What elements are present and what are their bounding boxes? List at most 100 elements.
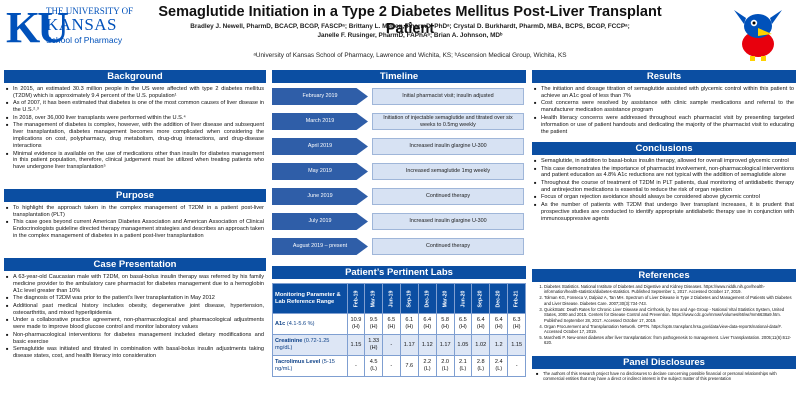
lab-value: 2.0 (L) [435,355,455,377]
timeline-row: July 2019 Increased insulin glargine U-3… [272,213,524,230]
timeline-row: April 2019 Increased insulin glargine U-… [272,138,524,155]
lab-value: - [346,355,366,377]
lab-value: 6.4 (H) [471,313,491,335]
purpose-section: To highlight the approach taken in the c… [6,205,264,241]
lab-value: 1.17 [435,334,455,356]
timeline-date: August 2019 – present [272,238,368,255]
wordmark-line3: School of Pharmacy [46,35,123,45]
case-item: A 63-year-old Caucasian male with T2DM, … [6,274,264,295]
case-presentation-header: Case Presentation [4,258,266,271]
reference-item: QuickStats: Death Rates for Chronic Live… [544,307,794,323]
background-item: Minimal evidence is available on the use… [6,151,264,172]
conclusions-item: Throughout the course of treatment of T2… [534,180,794,194]
background-item: In 2015, an estimated 30.3 million peopl… [6,86,264,100]
lab-value: 4.5 (L) [364,355,383,377]
labs-col-header: Sep-20 [471,283,491,314]
lab-value: 9.5 (H) [364,313,383,335]
labs-table: Monitoring Parameter & Lab Reference Ran… [272,283,526,377]
labs-col-header: Jun-19 [382,283,401,314]
timeline-row: August 2019 – present Continued therapy [272,238,524,255]
author-list: Bradley J. Newell, PharmD, BCACP, BCGP, … [170,22,650,40]
background-item: In 2018, over 36,000 liver transplants w… [6,115,264,122]
table-row: A1c (4.1-5.6 %) 10.9 (H) 9.5 (H) 6.5 (H)… [272,313,526,335]
timeline-date: July 2019 [272,213,368,230]
timeline-event: Continued therapy [372,238,524,255]
conclusions-section: Semaglutide, in addition to basal-bolus … [534,158,794,223]
references-section: Diabetes Statistics. National Institute … [534,284,794,346]
timeline-row: February 2019 Initial pharmacist visit; … [272,88,524,105]
timeline-date: February 2019 [272,88,368,105]
labs-header-row: Monitoring Parameter & Lab Reference Ran… [272,283,526,314]
lab-name: A1c (4.1-5.6 %) [272,313,348,335]
results-header: Results [532,70,796,83]
labs-col-header: Feb-21 [507,283,526,314]
lab-value: 2.4 (L) [489,355,509,377]
labs-col-header: Feb-19 [346,283,366,314]
timeline-event: Increased semaglutide 1mg weekly [372,163,524,180]
university-wordmark: THE UNIVERSITY OF KANSAS School of Pharm… [46,6,166,46]
lab-value: 6.3 (H) [507,313,526,335]
ku-logo-mark: KU [6,3,69,52]
labs-col-header: Jun-20 [453,283,473,314]
reference-item: Marchetti P. New-onset diabetes after li… [544,335,794,346]
poster-title: Semaglutide Initiation in a Type 2 Diabe… [158,4,662,37]
wordmark-line1: THE UNIVERSITY OF [46,6,134,16]
reference-item: Organ Procurement and Transplantation Ne… [544,324,794,335]
lab-value: 1.12 [417,334,437,356]
jayhawk-mascot-icon [734,10,782,61]
timeline-event: Increased insulin glargine U-300 [372,138,524,155]
poster-header: KU THE UNIVERSITY OF KANSAS School of Ph… [0,0,800,66]
lab-value: 10.9 (H) [346,313,366,335]
lab-value: 1.17 [399,334,419,356]
lab-value: 7.6 [399,355,419,377]
conclusions-item: Focus of organ rejection avoidance shoul… [534,194,794,201]
timeline-event: Continued therapy [372,188,524,205]
affiliation: ᵃUniversity of Kansas School of Pharmacy… [253,52,567,59]
lab-value: 2.8 (L) [471,355,491,377]
labs-col-header: Dec-20 [489,283,509,314]
timeline-header: Timeline [272,70,526,83]
case-item: Semaglutide was initiated and titrated i… [6,346,264,360]
timeline-event: Increased insulin glargine U-300 [372,213,524,230]
reference-item: Diabetes Statistics. National Institute … [544,284,794,295]
labs-col-header: Mar-20 [435,283,455,314]
authors-line2: Janelle F. Rusinger, PharmD, FAPhAᵃ; Bri… [317,32,503,39]
timeline-event: Initiation of injectable semaglutide and… [372,113,524,130]
background-item: The management of diabetes is complex, h… [6,122,264,150]
labs-col-header: Mar-19 [364,283,383,314]
table-row: Tacrolimus Level (5-15 ng/mL) - 4.5 (L) … [272,355,526,377]
lab-value: 1.15 [507,334,526,356]
case-item: Additional past medical history includes… [6,303,264,317]
case-item: The diagnosis of T2DM was prior to the p… [6,295,264,302]
results-item: The initiation and dosage titration of s… [534,86,794,100]
timeline-date: April 2019 [272,138,368,155]
lab-value: 1.2 [489,334,509,356]
authors-line1: Bradley J. Newell, PharmD, BCACP, BCGP, … [190,23,630,30]
lab-value: 1.05 [453,334,473,356]
case-presentation-section: A 63-year-old Caucasian male with T2DM, … [6,274,264,360]
labs-col-header: Dec-19 [417,283,437,314]
background-header: Background [4,70,266,83]
lab-value: 1.15 [346,334,366,356]
table-row: Creatinine (0.72-1.25 mg/dL) 1.15 1.33 (… [272,334,526,356]
timeline-date: June 2019 [272,188,368,205]
references-header: References [532,269,796,282]
purpose-item: To highlight the approach taken in the c… [6,205,264,219]
lab-name: Tacrolimus Level (5-15 ng/mL) [272,355,348,377]
lab-name: Creatinine (0.72-1.25 mg/dL) [272,334,348,356]
labs-col-header: Sep-19 [399,283,419,314]
timeline-event: Initial pharmacist visit; insulin adjust… [372,88,524,105]
background-section: In 2015, an estimated 30.3 million peopl… [6,86,264,172]
conclusions-item: As the number of patients with T2DM that… [534,202,794,223]
disclosures-item: ■ The authors of this research project h… [536,371,792,382]
timeline: February 2019 Initial pharmacist visit; … [272,84,524,259]
wordmark-line2: KANSAS [46,15,118,34]
timeline-date: March 2019 [272,113,368,130]
purpose-item: This case goes beyond current American D… [6,219,264,240]
lab-value: 1.33 (H) [364,334,383,356]
results-item: Cost concerns were resolved by assistanc… [534,100,794,114]
timeline-row: March 2019 Initiation of injectable sema… [272,113,524,130]
lab-value: - [382,334,401,356]
labs-header: Patient’s Pertinent Labs [272,266,526,279]
case-item: Non-pharmacological interventions for di… [6,332,264,346]
